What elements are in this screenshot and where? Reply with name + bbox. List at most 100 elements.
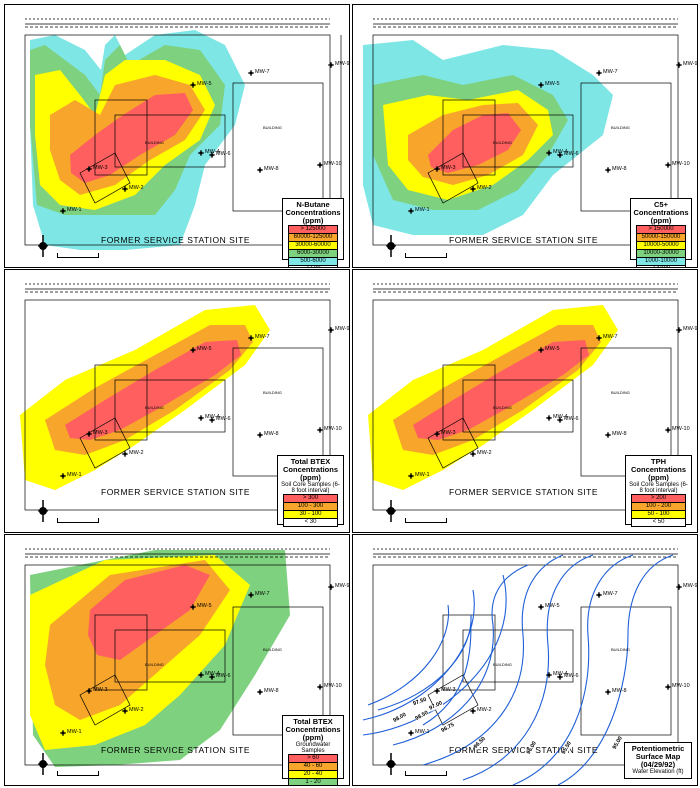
well-marker-icon <box>122 451 128 457</box>
well-label: MW-9 <box>683 326 698 332</box>
contour-line <box>462 554 594 781</box>
north-arrow-icon <box>36 235 50 257</box>
well-marker-icon <box>557 417 563 423</box>
well-label: MW-1 <box>415 729 430 735</box>
well-marker-icon <box>538 347 544 353</box>
well-marker-icon <box>546 415 552 421</box>
well-label: MW-2 <box>477 450 492 456</box>
well-label: MW-7 <box>255 69 270 75</box>
legend-tph: TPH Concentrations (ppm) Soil Core Sampl… <box>625 455 692 528</box>
well-marker-icon <box>60 208 66 214</box>
well-marker-icon <box>60 730 66 736</box>
map-panel-tph: FORMER SERVICE STATION SITE TPH Concentr… <box>352 269 698 533</box>
well-label: MW-10 <box>324 426 342 432</box>
plume-map-c5-plus <box>363 40 613 235</box>
well-label: MW-1 <box>67 207 82 213</box>
well-marker-icon <box>605 432 611 438</box>
legend-title-line: Total BTEX <box>293 717 333 726</box>
legend-potentiometric: Potentiometric Surface Map (04/29/92) Wa… <box>624 742 692 779</box>
site-label: FORMER SERVICE STATION SITE <box>449 745 599 755</box>
well-marker-icon <box>557 152 563 158</box>
site-label: FORMER SERVICE STATION SITE <box>449 487 599 497</box>
legend-swatch: < 30 <box>283 519 338 528</box>
building-label: BUILDING <box>145 662 164 667</box>
legend-title-line: Concentrations <box>633 207 689 217</box>
legend-btex-groundwater: Total BTEX Concentrations (ppm) Groundwa… <box>282 715 344 785</box>
well-label: MW-1 <box>415 207 430 213</box>
legend-title-line: (ppm) <box>648 472 669 482</box>
building-label: BUILDING <box>145 140 164 145</box>
well-label: MW-1 <box>67 472 82 478</box>
well-label: MW-9 <box>683 61 698 67</box>
well-marker-icon <box>538 604 544 610</box>
contour-line <box>422 554 564 766</box>
well-marker-icon <box>546 150 552 156</box>
well-marker-icon <box>317 162 323 168</box>
well-marker-icon <box>557 674 563 680</box>
well-marker-icon <box>546 672 552 678</box>
well-marker-icon <box>434 688 440 694</box>
well-label: MW-10 <box>324 161 342 167</box>
well-marker-icon <box>248 592 254 598</box>
legend-btex-soil: Total BTEX Concentrations (ppm) Soil Cor… <box>277 455 344 528</box>
well-label: MW-5 <box>545 346 560 352</box>
site-label: FORMER SERVICE STATION SITE <box>101 235 251 245</box>
well-marker-icon <box>605 689 611 695</box>
legend-swatch: 60000-125000 <box>288 233 338 242</box>
legend-note: Soil Core Samples (6-8 foot interval) <box>629 481 688 494</box>
well-marker-icon <box>328 584 334 590</box>
legend-swatch: 10000-30000 <box>636 249 686 258</box>
well-label: MW-5 <box>545 603 560 609</box>
legend-title-line: Concentrations <box>282 464 338 474</box>
building-label: BUILDING <box>263 647 282 652</box>
legend-swatch: 50000-150000 <box>636 233 686 242</box>
legend-title-line: Potentiometric <box>631 744 685 753</box>
well-marker-icon <box>257 689 263 695</box>
legend-swatch: 30 - 100 <box>283 511 338 520</box>
well-label: MW-8 <box>264 688 279 694</box>
site-basemap <box>24 548 331 766</box>
legend-swatch: > 60 <box>288 754 338 764</box>
building-label: BUILDING <box>263 125 282 130</box>
well-label: MW-10 <box>672 426 690 432</box>
well-marker-icon <box>408 208 414 214</box>
well-marker-icon <box>434 166 440 172</box>
well-label: MW-10 <box>672 161 690 167</box>
legend-title-line: Concentrations <box>285 207 341 217</box>
map-panel-c5-plus: FORMER SERVICE STATION SITE C5+ Concentr… <box>352 4 698 268</box>
well-label: MW-6 <box>216 673 231 679</box>
well-marker-icon <box>209 417 215 423</box>
well-marker-icon <box>198 672 204 678</box>
well-label: MW-7 <box>603 591 618 597</box>
legend-swatch: > 150000 <box>636 224 686 234</box>
plume-map-btex-groundwater <box>30 550 290 767</box>
contour-line <box>512 554 634 785</box>
well-label: MW-3 <box>93 687 108 693</box>
well-marker-icon <box>665 684 671 690</box>
legend-swatch: 100 - 300 <box>283 503 338 512</box>
map-panel-btex-groundwater: FORMER SERVICE STATION SITE Total BTEX C… <box>4 534 350 786</box>
well-label: MW-1 <box>415 472 430 478</box>
well-label: MW-1 <box>67 729 82 735</box>
legend-swatch: 40 - 60 <box>288 763 338 772</box>
building-label: BUILDING <box>493 405 512 410</box>
site-basemap <box>24 283 331 511</box>
well-marker-icon <box>190 604 196 610</box>
legend-title-line: (ppm) <box>302 215 324 225</box>
legend-swatch: < 500 <box>288 265 338 267</box>
legend-swatch: < 50 <box>631 519 686 528</box>
scale-bar <box>405 771 447 776</box>
well-marker-icon <box>122 186 128 192</box>
north-arrow-icon <box>384 753 398 775</box>
well-label: MW-3 <box>441 687 456 693</box>
legend-rows: > 150000 50000-150000 10000-50000 10000-300… <box>633 224 689 267</box>
well-marker-icon <box>86 688 92 694</box>
building-label: BUILDING <box>145 405 164 410</box>
legend-swatch: 100 - 200 <box>631 503 686 512</box>
well-label: MW-3 <box>441 430 456 436</box>
site-label: FORMER SERVICE STATION SITE <box>449 235 599 245</box>
legend-swatch: 6000-30000 <box>288 249 338 258</box>
contour-line <box>557 554 674 785</box>
site-basemap <box>372 283 679 511</box>
site-basemap <box>372 18 679 246</box>
